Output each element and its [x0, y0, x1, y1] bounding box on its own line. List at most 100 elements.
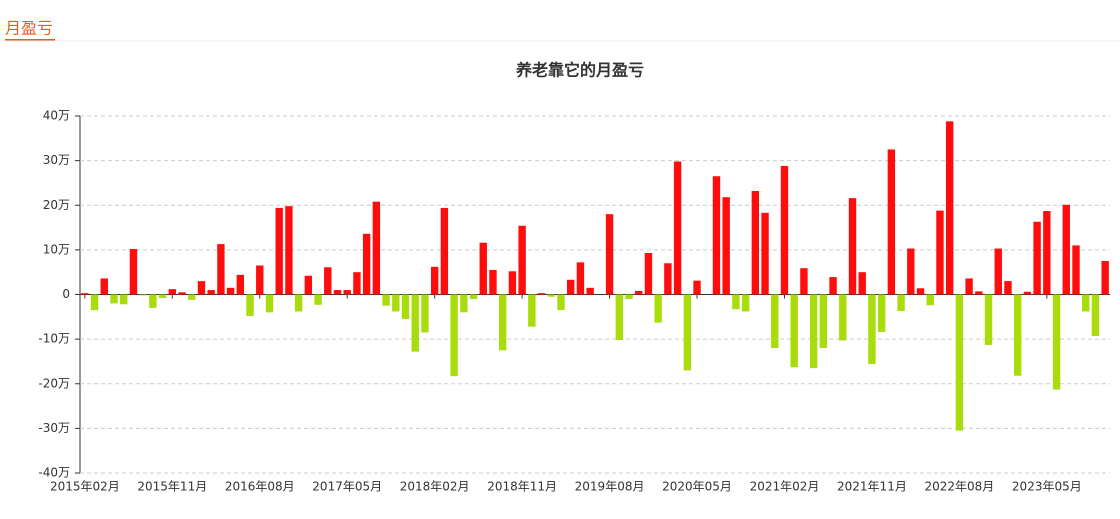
bar — [226, 287, 235, 295]
y-tick-label: 10万 — [43, 242, 70, 256]
bar — [926, 294, 934, 306]
x-tick-label: 2018年11月 — [487, 480, 557, 494]
bar — [887, 149, 896, 295]
bar — [955, 294, 964, 431]
x-tick-label: 2020年05月 — [662, 480, 732, 494]
bar — [188, 294, 196, 300]
bar — [469, 294, 478, 299]
bar — [401, 294, 410, 320]
bar — [178, 292, 186, 295]
bar — [625, 294, 633, 299]
bar — [1062, 204, 1070, 295]
bar — [275, 207, 283, 295]
bar — [440, 207, 449, 295]
bar — [761, 212, 769, 295]
bar — [285, 206, 293, 295]
bar — [90, 294, 99, 311]
bar — [149, 294, 157, 308]
bar — [343, 290, 351, 295]
bar — [819, 294, 828, 349]
bar — [421, 294, 429, 333]
y-tick-label: 40万 — [43, 109, 70, 123]
bar — [771, 294, 779, 349]
bar — [362, 233, 371, 295]
bar — [518, 225, 526, 295]
bar — [673, 161, 682, 295]
bar — [1004, 281, 1012, 295]
bar — [304, 275, 313, 295]
bar — [780, 165, 789, 295]
bar — [975, 291, 983, 295]
x-tick-label: 2021年02月 — [750, 480, 820, 494]
bar — [120, 294, 128, 305]
bar — [829, 277, 837, 295]
bar — [528, 294, 536, 327]
y-tick-label: -20万 — [38, 376, 70, 390]
bar — [635, 290, 643, 295]
bar — [615, 294, 623, 341]
chart-title: 养老靠它的月盈亏 — [515, 61, 644, 80]
bar — [984, 294, 993, 345]
bar — [790, 294, 798, 368]
x-tick-label: 2022年08月 — [924, 480, 994, 494]
bar — [605, 214, 614, 295]
bar — [265, 294, 274, 313]
x-tick-label: 2023年05月 — [1012, 480, 1082, 494]
bar — [382, 294, 390, 306]
bar — [965, 278, 973, 295]
bar — [1082, 294, 1090, 312]
bar — [547, 294, 555, 297]
bar — [411, 294, 419, 352]
bar — [586, 287, 594, 295]
bar — [537, 293, 546, 295]
bar — [197, 281, 206, 295]
bar — [1072, 245, 1080, 295]
bar — [508, 271, 517, 295]
bar — [936, 210, 944, 295]
bar — [848, 198, 857, 295]
bar — [81, 293, 89, 295]
bar — [100, 278, 108, 295]
bar — [324, 267, 332, 295]
bar — [722, 197, 730, 295]
bar — [129, 248, 138, 295]
bar — [945, 121, 954, 295]
bar — [732, 294, 740, 310]
x-tick-label: 2017年05月 — [312, 480, 382, 494]
bar — [168, 289, 177, 295]
bar — [207, 290, 215, 295]
bar — [664, 263, 672, 295]
bar — [498, 294, 507, 351]
header-title[interactable]: 月盈亏 — [5, 19, 53, 38]
bar — [877, 294, 886, 332]
bar — [1101, 261, 1109, 295]
bar — [907, 248, 915, 295]
bar — [1091, 294, 1100, 337]
bar — [246, 294, 254, 316]
bar — [314, 294, 322, 305]
bar — [916, 288, 925, 295]
bar — [217, 244, 225, 295]
bar — [557, 294, 565, 311]
bar — [994, 248, 1002, 295]
bar — [158, 294, 167, 299]
bar — [576, 262, 585, 295]
bar — [567, 279, 575, 295]
bar — [139, 294, 147, 296]
bar — [897, 294, 905, 312]
bar — [460, 294, 468, 313]
x-tick-label: 2018年02月 — [400, 480, 470, 494]
bar — [110, 294, 118, 304]
bar — [693, 280, 701, 295]
bar — [1043, 211, 1051, 295]
bar — [741, 294, 750, 312]
y-tick-label: 30万 — [43, 153, 70, 167]
bar — [236, 274, 245, 295]
bar — [479, 242, 487, 295]
y-tick-label: 20万 — [43, 198, 70, 212]
bar — [644, 252, 653, 295]
bar — [809, 294, 818, 369]
bar — [430, 266, 439, 295]
bar — [294, 294, 303, 312]
bar — [1013, 294, 1022, 376]
